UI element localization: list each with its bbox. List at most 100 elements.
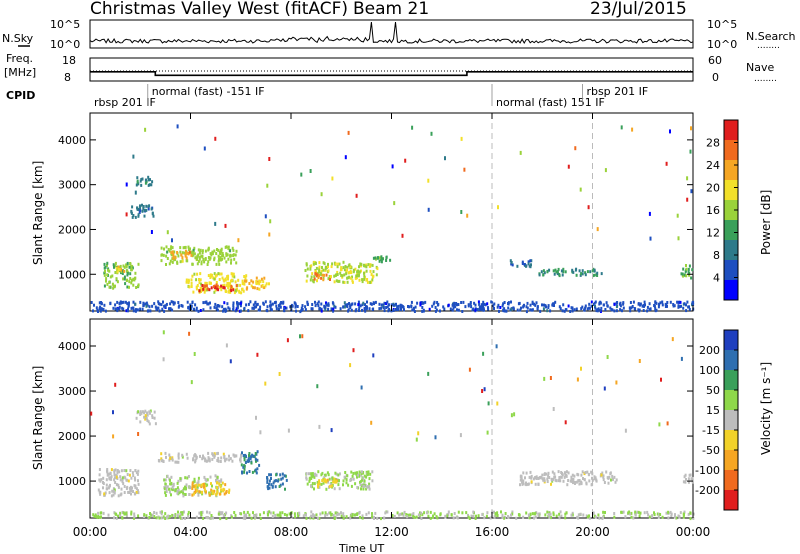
heatmap-cell: [673, 304, 676, 308]
heatmap-cell: [574, 268, 577, 272]
heatmap-cell: [482, 308, 485, 312]
heatmap-cell: [682, 480, 685, 484]
heatmap-cell: [110, 475, 113, 479]
heatmap-cell: [207, 302, 210, 306]
heatmap-cell: [214, 274, 217, 278]
heatmap-cell: [511, 512, 514, 516]
heatmap-cell: [123, 491, 126, 494]
heatmap-cell: [549, 512, 552, 516]
heatmap-cell: [212, 285, 215, 289]
heatmap-cell: [125, 182, 128, 187]
heatmap-cell: [114, 512, 117, 516]
heatmap-cell: [628, 510, 631, 514]
heatmap-cell: [281, 511, 284, 515]
heatmap-cell: [408, 305, 411, 309]
freq-tick-bottom: 8: [64, 71, 71, 84]
heatmap-cell: [137, 469, 140, 473]
heatmap-cell: [232, 303, 235, 307]
heatmap-cell: [545, 472, 548, 476]
heatmap-cell: [535, 475, 538, 479]
heatmap-cell: [158, 302, 161, 306]
heatmap-cell: [212, 491, 215, 495]
heatmap-cell: [360, 473, 363, 477]
heatmap-cell: [185, 259, 188, 263]
heatmap-cell: [149, 409, 152, 413]
heatmap-cell: [481, 303, 484, 307]
heatmap-cell: [141, 307, 144, 311]
heatmap-cell: [158, 516, 161, 520]
heatmap-cell: [283, 306, 286, 310]
heatmap-cell: [422, 309, 425, 313]
heatmap-cell: [452, 306, 455, 310]
heatmap-cell: [145, 304, 148, 308]
heatmap-cell: [660, 377, 662, 382]
heatmap-cell: [571, 513, 574, 517]
heatmap-cell: [319, 512, 322, 516]
heatmap-cell: [106, 263, 108, 267]
heatmap-cell: [477, 514, 480, 518]
heatmap-cell: [337, 473, 340, 477]
heatmap-cell: [195, 308, 198, 312]
heatmap-cell: [548, 515, 551, 519]
heatmap-cell: [326, 478, 329, 482]
heatmap-cell: [162, 253, 165, 257]
heatmap-cell: [100, 301, 102, 304]
heatmap-cell: [404, 158, 407, 163]
heatmap-cell: [189, 486, 192, 490]
heatmap-cell: [176, 481, 179, 485]
heatmap-cell: [528, 516, 531, 520]
heatmap-cell: [631, 127, 634, 132]
heatmap-cell: [349, 304, 352, 308]
heatmap-cell: [399, 307, 402, 311]
heatmap-cell: [125, 263, 128, 267]
heatmap-cell: [288, 512, 291, 516]
heatmap-cell: [587, 205, 590, 210]
heatmap-cell: [283, 309, 286, 313]
heatmap-cell: [208, 457, 211, 461]
heatmap-cell: [550, 482, 552, 486]
heatmap-cell: [659, 301, 662, 305]
heatmap-cell: [340, 511, 342, 515]
heatmap-cell: [392, 309, 395, 312]
heatmap-cell: [269, 219, 272, 224]
heatmap-cell: [252, 303, 255, 307]
heatmap-cell: [217, 254, 220, 258]
heatmap-cell: [225, 511, 228, 515]
heatmap-cell: [168, 487, 170, 491]
heatmap-cell: [226, 253, 229, 257]
heatmap-cell: [142, 301, 145, 305]
heatmap-cell: [118, 470, 121, 474]
heatmap-cell: [480, 303, 483, 307]
heatmap-cell: [325, 303, 328, 307]
heatmap-cell: [147, 183, 150, 187]
heatmap-cell: [170, 475, 173, 479]
heatmap-cell: [116, 309, 119, 313]
heatmap-cell: [270, 483, 273, 487]
colorbar-swatch: [724, 430, 738, 451]
heatmap-cell: [234, 253, 237, 257]
heatmap-cell: [629, 309, 632, 313]
heatmap-cell: [146, 419, 149, 422]
heatmap-cell: [188, 308, 191, 312]
heatmap-cell: [381, 303, 384, 307]
heatmap-cell: [236, 288, 238, 292]
heatmap-cell: [99, 492, 102, 496]
heatmap-cell: [370, 420, 373, 425]
heatmap-cell: [688, 473, 691, 477]
heatmap-cell: [575, 480, 578, 484]
heatmap-cell: [560, 514, 563, 518]
heatmap-cell: [634, 513, 637, 517]
heatmap-cell: [366, 280, 369, 284]
heatmap-cell: [147, 207, 150, 211]
heatmap-cell: [232, 254, 235, 257]
heatmap-cell: [419, 511, 421, 515]
heatmap-cell: [290, 511, 293, 515]
heatmap-cell: [252, 286, 255, 290]
heatmap-cell: [194, 486, 197, 490]
heatmap-cell: [242, 454, 245, 457]
heatmap-cell: [363, 474, 366, 478]
heatmap-cell: [137, 482, 140, 486]
heatmap-cell: [115, 516, 118, 520]
heatmap-cell: [321, 511, 324, 515]
heatmap-cell: [380, 257, 383, 261]
